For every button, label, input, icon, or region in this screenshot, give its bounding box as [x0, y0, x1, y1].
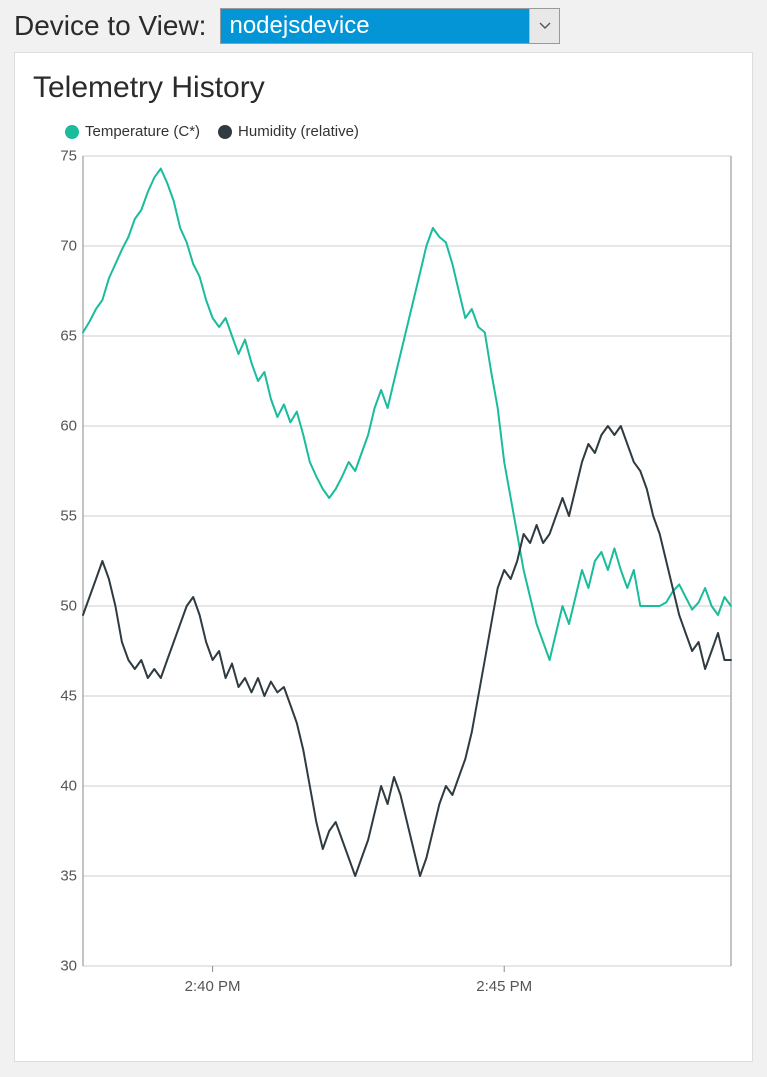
y-tick-label: 65 — [37, 328, 77, 345]
y-tick-label: 35 — [37, 868, 77, 885]
x-tick-label: 2:40 PM — [185, 978, 241, 995]
y-tick-label: 40 — [37, 778, 77, 795]
y-tick-label: 45 — [37, 688, 77, 705]
x-tick-label: 2:45 PM — [476, 978, 532, 995]
legend-swatch — [65, 125, 79, 139]
y-tick-label: 55 — [37, 508, 77, 525]
legend-item-temperature: Temperature (C*) — [65, 123, 200, 140]
device-select[interactable]: nodejsdevice — [220, 8, 560, 44]
device-to-view-label: Device to View: — [14, 10, 206, 42]
chart-legend: Temperature (C*) Humidity (relative) — [65, 123, 742, 140]
device-select-value: nodejsdevice — [221, 9, 529, 43]
chevron-down-icon[interactable] — [529, 9, 559, 43]
y-tick-label: 75 — [37, 148, 77, 165]
y-tick-label: 70 — [37, 238, 77, 255]
legend-label: Temperature (C*) — [85, 123, 200, 140]
y-tick-label: 60 — [37, 418, 77, 435]
y-tick-label: 30 — [37, 958, 77, 975]
legend-label: Humidity (relative) — [238, 123, 359, 140]
chart-svg — [29, 150, 739, 1030]
panel-title: Telemetry History — [33, 71, 742, 105]
telemetry-chart: 30 35 40 45 50 55 60 65 70 75 2:40 PM 2:45 PM — [29, 150, 739, 1030]
top-bar: Device to View: nodejsdevice — [0, 0, 767, 52]
legend-item-humidity: Humidity (relative) — [218, 123, 359, 140]
y-tick-label: 50 — [37, 598, 77, 615]
legend-swatch — [218, 125, 232, 139]
telemetry-panel: Telemetry History Temperature (C*) Humid… — [14, 52, 753, 1062]
